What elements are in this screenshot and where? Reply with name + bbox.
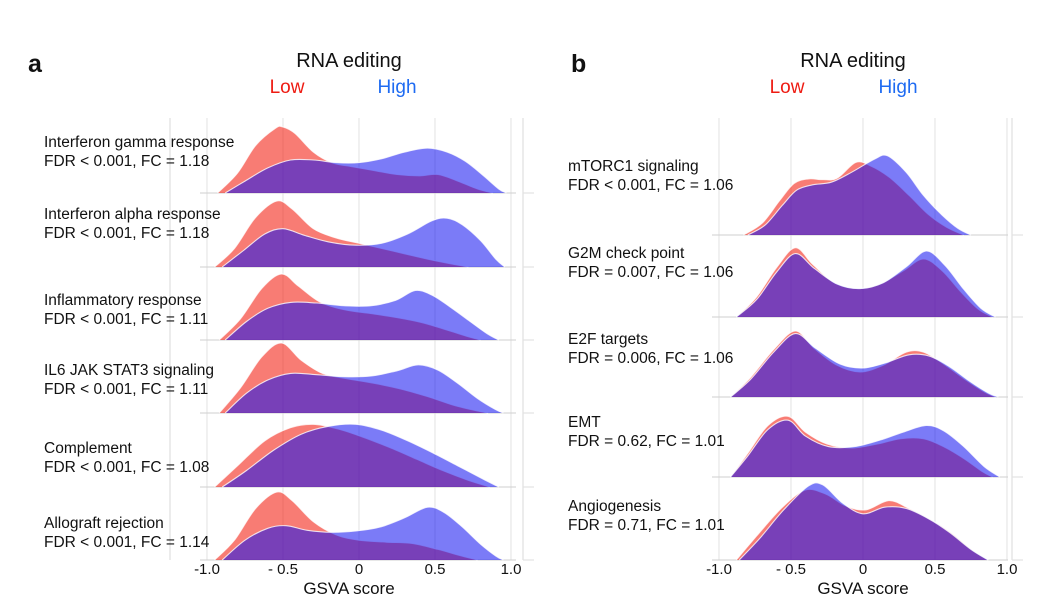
geneset-stat: FDR = 0.71, FC = 1.01 xyxy=(568,516,725,534)
geneset-name: IL6 JAK STAT3 signaling xyxy=(44,362,215,379)
x-tick-label: 1.0 xyxy=(500,561,522,578)
density-high-outline xyxy=(221,217,506,268)
density-high-outline xyxy=(221,506,504,561)
panel-b-legend-low-label: Low xyxy=(769,77,805,98)
geneset-name: Angiogenesis xyxy=(568,498,662,515)
density-high-outline xyxy=(221,423,500,488)
panel-b-letter: b xyxy=(571,50,587,78)
density-high-outline xyxy=(730,333,999,398)
x-tick-label: 0.5 xyxy=(924,561,946,578)
row-label: Inflammatory response FDR < 0.001, FC = … xyxy=(44,292,208,329)
density-high-area xyxy=(739,482,989,560)
density-high-outline xyxy=(224,147,507,194)
panel-a-letter: a xyxy=(28,50,42,78)
geneset-name: E2F targets xyxy=(568,331,649,348)
density-low-outline xyxy=(735,488,989,561)
density-high-outline xyxy=(730,419,1001,478)
geneset-name: Inflammatory response xyxy=(44,292,202,309)
panel-a-legend-high-label: High xyxy=(377,77,417,98)
geneset-stat: FDR < 0.001, FC = 1.06 xyxy=(568,176,734,194)
row-label: G2M check point FDR = 0.007, FC = 1.06 xyxy=(568,245,733,282)
x-axis-title: GSVA score xyxy=(303,579,395,598)
geneset-name: Complement xyxy=(44,440,132,457)
row-label: Interferon gamma response FDR < 0.001, F… xyxy=(44,134,234,171)
x-tick-label: 0.5 xyxy=(424,561,446,578)
density-high-area xyxy=(222,217,505,267)
x-tick-label: - 0.5 xyxy=(267,561,298,578)
geneset-stat: FDR < 0.001, FC = 1.08 xyxy=(44,458,210,476)
density-high-outline xyxy=(735,250,996,318)
x-tick-label: 0 xyxy=(858,561,868,578)
x-tick-label: -1.0 xyxy=(706,561,732,578)
geneset-name: G2M check point xyxy=(568,245,685,262)
geneset-stat: FDR = 0.007, FC = 1.06 xyxy=(568,263,734,281)
panel-b-legend-high-label: High xyxy=(878,77,918,98)
geneset-name: mTORC1 signaling xyxy=(568,158,699,175)
geneset-stat: FDR < 0.001, FC = 1.14 xyxy=(44,533,210,551)
x-tick-label: 0 xyxy=(354,561,364,578)
panel-b-legend-title: RNA editing xyxy=(800,50,906,72)
geneset-stat: FDR < 0.001, FC = 1.11 xyxy=(44,380,209,398)
x-axis-title: GSVA score xyxy=(817,579,909,598)
panel-a-legend-low-label: Low xyxy=(269,77,305,98)
density-high-area xyxy=(225,290,499,340)
x-tick-label: 1.0 xyxy=(996,561,1018,578)
density-high-outline xyxy=(747,154,972,236)
row-label: Allograft rejection FDR < 0.001, FC = 1.… xyxy=(44,515,209,552)
x-tick-label: -1.0 xyxy=(194,561,220,578)
row-label: IL6 JAK STAT3 signaling FDR < 0.001, FC … xyxy=(44,362,214,399)
geneset-stat: FDR < 0.001, FC = 1.18 xyxy=(44,152,210,170)
density-high-area xyxy=(222,507,504,560)
density-high-outline xyxy=(738,482,989,561)
density-high-area xyxy=(747,155,971,235)
geneset-name: Allograft rejection xyxy=(44,515,164,532)
geneset-stat: FDR = 0.62, FC = 1.01 xyxy=(568,432,725,450)
row-label: Interferon alpha response FDR < 0.001, F… xyxy=(44,206,221,243)
geneset-name: Interferon gamma response xyxy=(44,134,235,151)
geneset-stat: FDR < 0.001, FC = 1.11 xyxy=(44,310,209,328)
row-label: mTORC1 signaling FDR < 0.001, FC = 1.06 xyxy=(568,158,733,195)
geneset-stat: FDR < 0.001, FC = 1.18 xyxy=(44,224,210,242)
geneset-name: Interferon alpha response xyxy=(44,206,221,223)
density-high-area xyxy=(736,250,996,317)
row-label: EMT FDR = 0.62, FC = 1.01 xyxy=(568,414,725,451)
panel-a-legend-title: RNA editing xyxy=(296,50,402,72)
geneset-name: EMT xyxy=(568,414,601,431)
row-label: E2F targets FDR = 0.006, FC = 1.06 xyxy=(568,331,733,368)
density-high-area xyxy=(730,420,1000,477)
density-high-area xyxy=(225,148,507,193)
row-label: Angiogenesis FDR = 0.71, FC = 1.01 xyxy=(568,498,725,535)
row-label: Complement FDR < 0.001, FC = 1.08 xyxy=(44,440,209,477)
density-high-area xyxy=(730,333,999,397)
density-high-outline xyxy=(224,289,500,341)
density-high-outline xyxy=(224,364,504,414)
density-high-area xyxy=(225,364,504,413)
geneset-stat: FDR = 0.006, FC = 1.06 xyxy=(568,349,734,367)
x-tick-label: - 0.5 xyxy=(775,561,806,578)
